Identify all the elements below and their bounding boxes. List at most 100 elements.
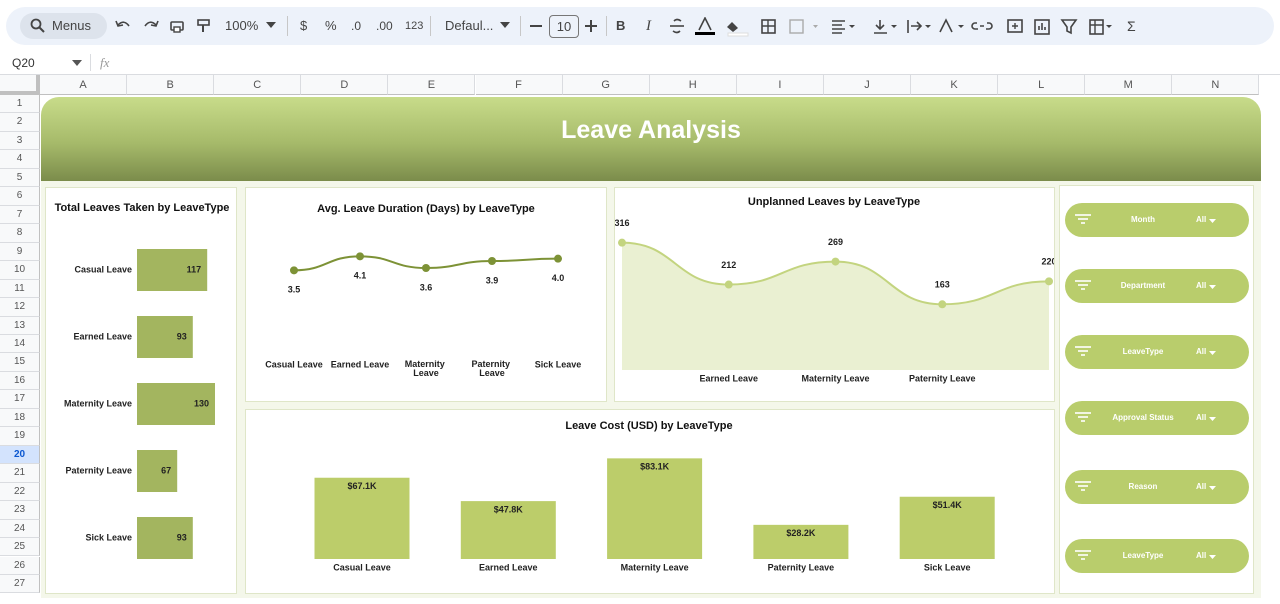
row-header: 20 bbox=[0, 445, 40, 465]
filter-icon bbox=[1075, 481, 1091, 491]
separator bbox=[606, 16, 607, 36]
search-label[interactable]: Menus bbox=[52, 18, 92, 33]
separator bbox=[90, 54, 91, 71]
bold[interactable]: B bbox=[616, 18, 626, 33]
dropdown-arrow bbox=[72, 60, 82, 66]
chart: Avg. Leave Duration (Days) by LeaveType 3… bbox=[245, 187, 607, 402]
italic[interactable]: I bbox=[646, 18, 651, 34]
point bbox=[618, 238, 626, 247]
row-header: 13 bbox=[0, 316, 40, 335]
row-header: 6 bbox=[0, 187, 40, 206]
category-label: Sick Leave bbox=[85, 532, 132, 542]
bar bbox=[753, 524, 849, 559]
chart: Total Leaves Taken by LeaveType Casual Le… bbox=[45, 187, 237, 594]
dropdown-arrow-shape bbox=[1209, 555, 1216, 559]
value-label: $67.1K bbox=[347, 481, 377, 491]
separator bbox=[287, 16, 288, 36]
value-label: 316 bbox=[614, 218, 629, 228]
column-header: M bbox=[1085, 75, 1173, 95]
dropdown-arrow bbox=[500, 22, 510, 28]
slicer[interactable]: Approval Status All bbox=[1065, 401, 1249, 435]
dashboard-header bbox=[41, 97, 1261, 181]
row-header: 11 bbox=[0, 279, 40, 299]
value-label: 4.1 bbox=[354, 271, 367, 281]
toolbar bbox=[6, 7, 1274, 45]
dropdown-arrow-shape bbox=[1209, 417, 1216, 421]
column-header: I bbox=[736, 75, 824, 95]
slicer-value: All bbox=[1196, 482, 1207, 491]
dropdown-arrow bbox=[1209, 285, 1216, 289]
slicer-label: Reason bbox=[1128, 482, 1158, 491]
point bbox=[831, 257, 840, 266]
chart-title: Total Leaves Taken by LeaveType bbox=[55, 202, 230, 214]
bar bbox=[137, 517, 193, 559]
slicer[interactable]: Department All bbox=[1065, 269, 1249, 303]
dropdown-arrow-shape bbox=[1209, 285, 1216, 289]
point bbox=[938, 300, 947, 309]
column-header: D bbox=[301, 75, 389, 95]
search-icon bbox=[30, 18, 45, 33]
slicer[interactable]: LeaveType All bbox=[1065, 335, 1249, 369]
value-label: 3.5 bbox=[288, 285, 301, 295]
filter-icon bbox=[1075, 346, 1091, 356]
formula-icon: fx bbox=[100, 55, 110, 70]
column-header: F bbox=[475, 75, 563, 95]
dropdown-arrow bbox=[266, 22, 276, 28]
category-label: Earned Leave bbox=[331, 359, 390, 369]
menu-search[interactable] bbox=[20, 13, 107, 39]
slicer-label: Department bbox=[1120, 281, 1166, 290]
category-label: Casual Leave bbox=[333, 562, 391, 572]
column-header: C bbox=[214, 75, 302, 95]
point bbox=[1045, 277, 1053, 286]
dropdown-arrow bbox=[1209, 417, 1216, 421]
row-header: 9 bbox=[0, 242, 40, 262]
dropdown-arrow-shape bbox=[1209, 351, 1216, 355]
slicer-label: LeaveType bbox=[1122, 347, 1164, 356]
slicer-value: All bbox=[1196, 215, 1207, 224]
slicer-label: Approval Status bbox=[1112, 413, 1174, 422]
font-size-plus[interactable] bbox=[585, 20, 597, 32]
category-label: Paternity Leave bbox=[768, 562, 835, 572]
font-size[interactable]: 10 bbox=[549, 15, 579, 38]
zoom[interactable]: 100% bbox=[225, 18, 259, 33]
column-header: K bbox=[911, 75, 999, 95]
row-header: 7 bbox=[0, 205, 40, 225]
toolbar-icons-right bbox=[670, 17, 1112, 37]
filter-icon bbox=[1075, 412, 1091, 422]
value-label: 117 bbox=[187, 264, 202, 274]
row-header: 22 bbox=[0, 482, 40, 502]
percent[interactable]: % bbox=[325, 18, 337, 33]
value-label: 212 bbox=[721, 260, 736, 270]
point bbox=[290, 266, 298, 275]
slicer-value: All bbox=[1196, 347, 1207, 356]
column-header: G bbox=[562, 75, 650, 95]
number-format[interactable]: 123 bbox=[405, 20, 424, 32]
category-label: Casual Leave bbox=[265, 359, 323, 369]
font-family[interactable]: Defaul... bbox=[445, 18, 494, 33]
value-label: $47.8K bbox=[494, 504, 524, 514]
functions[interactable]: Σ bbox=[1127, 18, 1136, 34]
dropdown-arrow-shape bbox=[1209, 486, 1216, 490]
row-header: 17 bbox=[0, 390, 40, 409]
slicer[interactable]: Reason All bbox=[1065, 470, 1249, 504]
row-header: 14 bbox=[0, 334, 40, 354]
row-header: 18 bbox=[0, 408, 40, 428]
currency[interactable]: $ bbox=[300, 18, 308, 33]
name-box[interactable]: Q20 bbox=[12, 56, 35, 70]
increase-decimal[interactable]: .00 bbox=[376, 19, 393, 33]
category-label: Paternity Leave bbox=[471, 359, 512, 378]
value-label: 67 bbox=[161, 465, 171, 475]
slicer[interactable]: LeaveType All bbox=[1065, 539, 1249, 573]
point bbox=[422, 264, 430, 272]
bar bbox=[137, 249, 208, 291]
bar bbox=[607, 458, 703, 559]
row-header: 26 bbox=[0, 556, 40, 575]
corner bbox=[0, 75, 40, 95]
font-size-minus[interactable] bbox=[530, 25, 542, 27]
decrease-decimal[interactable]: .0 bbox=[351, 19, 362, 33]
row-header: 15 bbox=[0, 353, 40, 372]
area-fill bbox=[622, 242, 1049, 370]
slicer[interactable]: Month All bbox=[1065, 203, 1249, 237]
chart-title: Leave Cost (USD) by LeaveType bbox=[565, 420, 732, 432]
bar bbox=[899, 496, 995, 559]
